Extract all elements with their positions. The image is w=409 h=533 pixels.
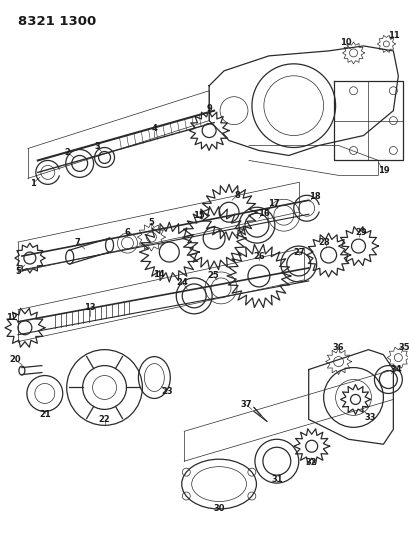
Text: 13: 13 bbox=[83, 303, 95, 312]
Text: 29: 29 bbox=[355, 228, 366, 237]
Text: 17: 17 bbox=[267, 199, 279, 208]
Text: 26: 26 bbox=[252, 252, 264, 261]
Text: 27: 27 bbox=[292, 247, 304, 256]
Text: 32: 32 bbox=[305, 458, 317, 467]
Text: 15: 15 bbox=[193, 211, 204, 220]
Text: 25: 25 bbox=[207, 271, 218, 280]
Text: 12: 12 bbox=[6, 313, 18, 322]
Text: 30: 30 bbox=[213, 505, 224, 513]
Text: 11: 11 bbox=[388, 31, 399, 41]
Text: 3: 3 bbox=[94, 142, 100, 151]
Text: 14: 14 bbox=[153, 270, 165, 279]
Text: 21: 21 bbox=[39, 410, 51, 419]
Text: 20: 20 bbox=[9, 355, 21, 364]
Text: 5: 5 bbox=[148, 217, 154, 227]
Text: 33: 33 bbox=[364, 413, 375, 422]
Text: 18: 18 bbox=[308, 192, 320, 201]
Text: 4: 4 bbox=[151, 124, 157, 133]
Text: 8321 1300: 8321 1300 bbox=[18, 15, 96, 28]
Text: 9: 9 bbox=[206, 104, 211, 113]
Text: 2: 2 bbox=[65, 148, 70, 157]
Text: 6: 6 bbox=[124, 228, 130, 237]
Text: 31: 31 bbox=[270, 474, 282, 483]
Text: 36: 36 bbox=[332, 343, 344, 352]
Text: 7: 7 bbox=[74, 238, 80, 247]
Text: 28: 28 bbox=[318, 238, 330, 247]
Text: 16: 16 bbox=[257, 209, 269, 217]
Text: 5: 5 bbox=[15, 268, 21, 277]
Text: 19: 19 bbox=[377, 166, 388, 175]
Text: 10: 10 bbox=[339, 38, 351, 47]
Text: 35: 35 bbox=[398, 343, 409, 352]
Text: 24: 24 bbox=[176, 278, 188, 287]
Text: 1: 1 bbox=[30, 179, 36, 188]
Text: 23: 23 bbox=[161, 387, 173, 396]
Text: 34: 34 bbox=[390, 365, 401, 374]
Text: 37: 37 bbox=[240, 400, 251, 409]
Text: 8: 8 bbox=[234, 191, 239, 200]
Text: 22: 22 bbox=[99, 415, 110, 424]
